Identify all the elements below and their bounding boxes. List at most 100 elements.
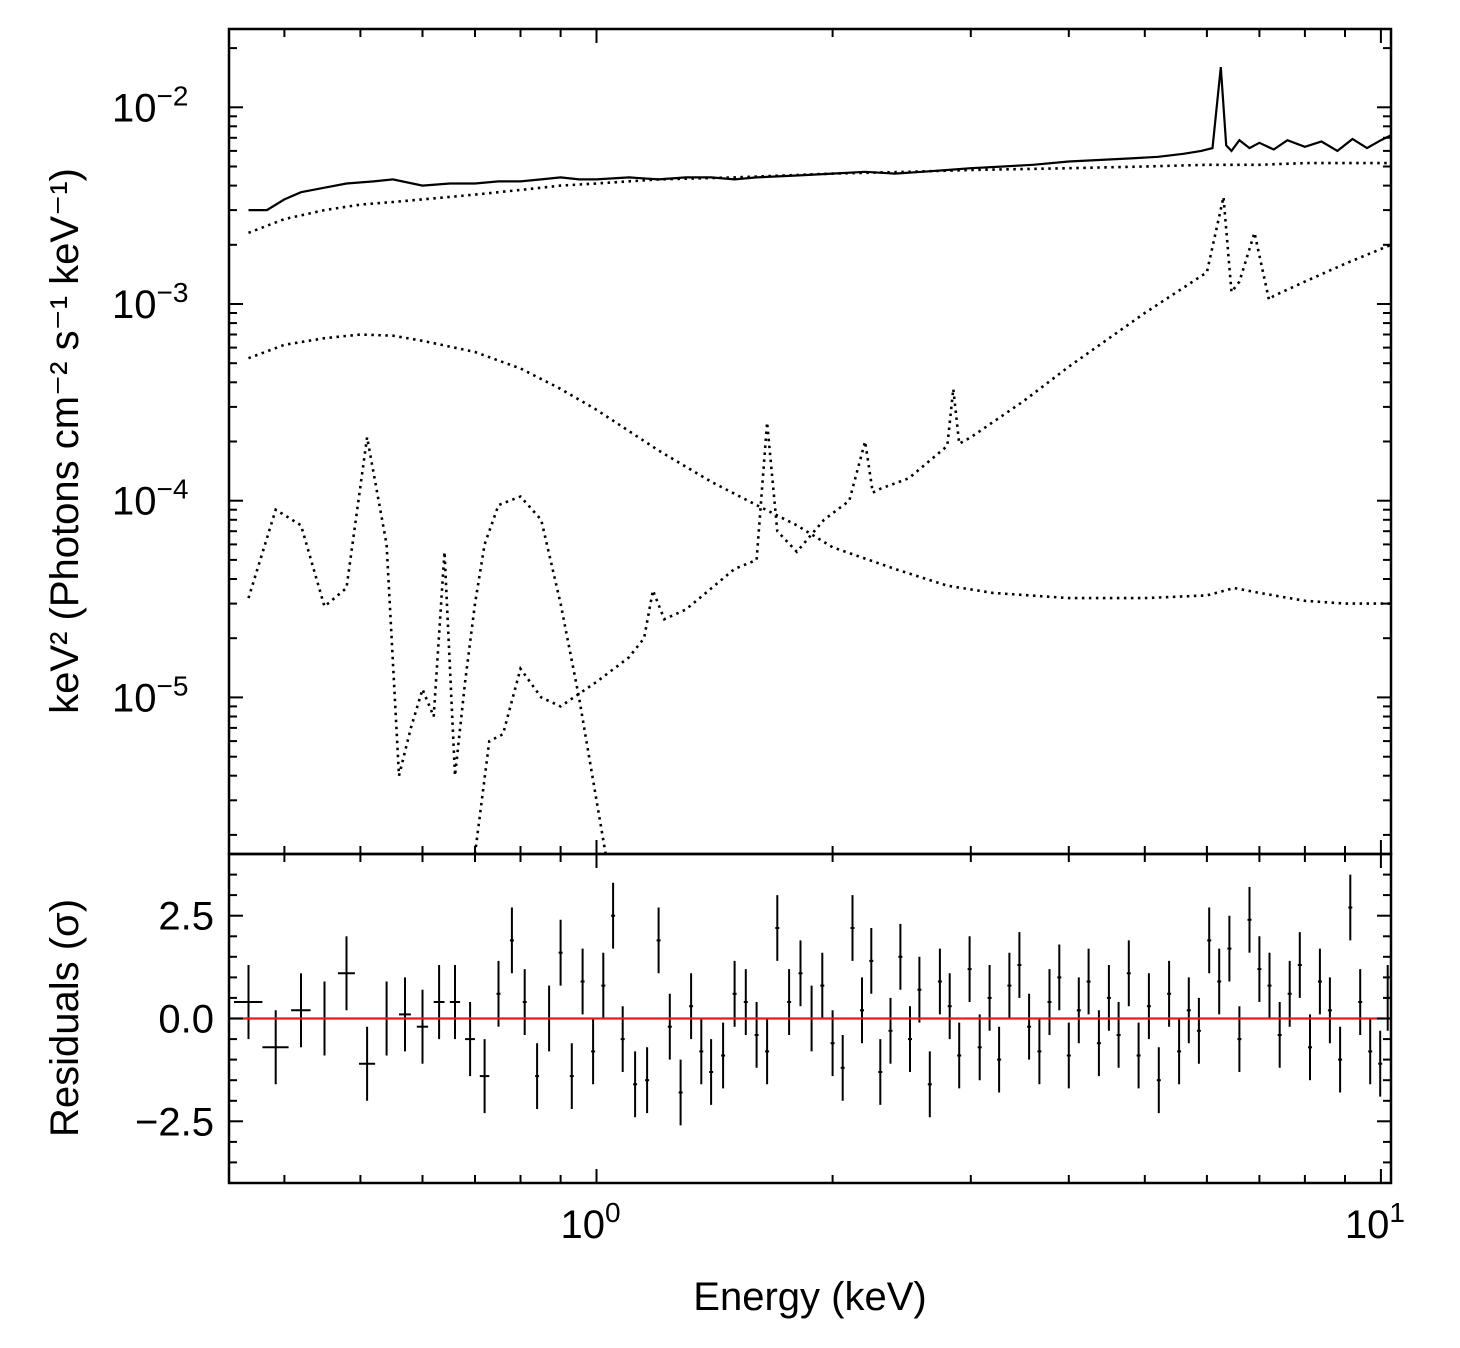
residual-point <box>1348 874 1353 941</box>
series-data <box>248 66 1391 212</box>
residual-point <box>987 965 992 1031</box>
spectrum-y-axis-label: keV² (Photons cm⁻² s⁻¹ keV⁻¹) <box>43 168 87 714</box>
residual-point <box>678 1059 683 1126</box>
residual-point <box>1196 997 1201 1064</box>
residual-point <box>743 969 748 1035</box>
residual-point <box>1368 1018 1373 1085</box>
residual-point <box>850 895 855 961</box>
residual-point <box>291 973 311 1048</box>
spectrum-panel: 10−5 10−4 10−3 10−2 keV² (Photons cm⁻² s⁻¹ … <box>43 27 1393 856</box>
residual-point <box>878 1039 883 1105</box>
residual-point <box>798 940 803 1007</box>
residual-point <box>569 1043 574 1109</box>
residual-point <box>860 977 864 1044</box>
residual-point <box>262 1010 289 1085</box>
residual-point <box>1227 915 1232 982</box>
residual-point <box>656 907 661 974</box>
residual-point <box>1287 960 1292 1027</box>
residual-point <box>601 952 606 1019</box>
residual-point <box>1076 977 1081 1044</box>
residual-point <box>1257 936 1262 1002</box>
residual-point <box>1217 948 1222 1015</box>
residual-point <box>977 1014 982 1081</box>
residual-point <box>234 965 263 1040</box>
residual-point <box>337 936 355 1011</box>
residual-point <box>620 1006 625 1072</box>
residual-point <box>947 973 952 1040</box>
residual-point <box>917 956 922 1023</box>
residual-point <box>721 1022 726 1089</box>
residual-point <box>1177 1018 1182 1085</box>
residual-point <box>1338 1026 1343 1093</box>
y-tick-label: 10−3 <box>112 277 188 327</box>
x-axis-label: Energy (keV) <box>693 1275 926 1319</box>
residual-point <box>1247 886 1252 953</box>
residual-point <box>1317 948 1322 1015</box>
residuals-ticks <box>229 854 1391 1183</box>
residual-point <box>967 936 972 1002</box>
residual-point <box>667 993 672 1060</box>
residual-point <box>479 1039 490 1114</box>
series-soft-line-component <box>247 437 607 854</box>
residuals-axes-frame <box>227 852 1393 1185</box>
residual-point <box>787 969 792 1035</box>
residual-point <box>927 1051 932 1118</box>
residual-point <box>1297 932 1302 998</box>
residual-point <box>449 965 461 1040</box>
residual-point <box>1066 1022 1071 1089</box>
residual-point <box>535 1043 540 1109</box>
spectrum-ticks <box>229 29 1391 854</box>
residual-point <box>1237 1006 1242 1072</box>
spectrum-y-tick-labels: 10−5 10−4 10−3 10−2 <box>112 80 188 720</box>
residual-point <box>699 1018 704 1085</box>
residual-point <box>1096 1010 1101 1077</box>
residual-point <box>611 882 616 949</box>
residuals-series-group <box>234 874 1390 1126</box>
x-tick-labels: 100 101 <box>560 1197 1404 1247</box>
series-total-model-continuum <box>248 161 1391 235</box>
residual-y-tick-label: 2.5 <box>158 895 214 939</box>
residual-point <box>1126 940 1131 1007</box>
residual-point <box>1358 969 1363 1035</box>
residual-point <box>820 952 825 1019</box>
residual-point <box>957 1022 962 1089</box>
residual-point <box>416 989 429 1064</box>
residual-point <box>1167 960 1172 1027</box>
residuals-y-axis-label: Residuals (σ) <box>43 899 87 1137</box>
residual-point <box>1017 932 1022 998</box>
residual-point <box>869 928 874 994</box>
residual-point <box>1186 977 1191 1044</box>
residual-point <box>522 969 527 1035</box>
residual-point <box>775 895 780 961</box>
residual-point <box>830 1010 835 1077</box>
residual-point <box>591 1018 596 1085</box>
residual-y-tick-label: 0.0 <box>158 998 214 1042</box>
residual-point <box>1146 973 1151 1040</box>
residual-point <box>1086 948 1091 1015</box>
residual-point <box>1267 952 1272 1019</box>
residuals-panel: 2.5 0.0 −2.5 100 101 Residuals (σ) Energy (… <box>43 852 1405 1319</box>
residual-point <box>359 1026 376 1101</box>
residual-point <box>732 960 737 1027</box>
residual-point <box>633 1051 638 1118</box>
residual-point <box>1057 944 1062 1011</box>
y-tick-label: 10−5 <box>112 670 188 720</box>
spectrum-series-group <box>247 66 1391 854</box>
residual-point <box>908 1006 912 1072</box>
residual-point <box>496 960 501 1027</box>
residual-point <box>1156 1047 1161 1114</box>
y-tick-label: 10−4 <box>112 474 188 524</box>
residual-point <box>1047 969 1052 1035</box>
residual-y-tick-label: −2.5 <box>135 1100 214 1144</box>
residual-point <box>888 997 893 1064</box>
residual-point <box>1277 1002 1282 1068</box>
residual-point <box>1207 907 1212 974</box>
y-tick-label: 10−2 <box>112 80 188 130</box>
residual-point <box>399 977 411 1052</box>
residual-point <box>1037 1018 1042 1085</box>
residual-point <box>645 1047 650 1114</box>
residual-point <box>509 907 514 974</box>
series-thermal-component <box>248 333 1391 605</box>
residual-point <box>997 1026 1002 1093</box>
